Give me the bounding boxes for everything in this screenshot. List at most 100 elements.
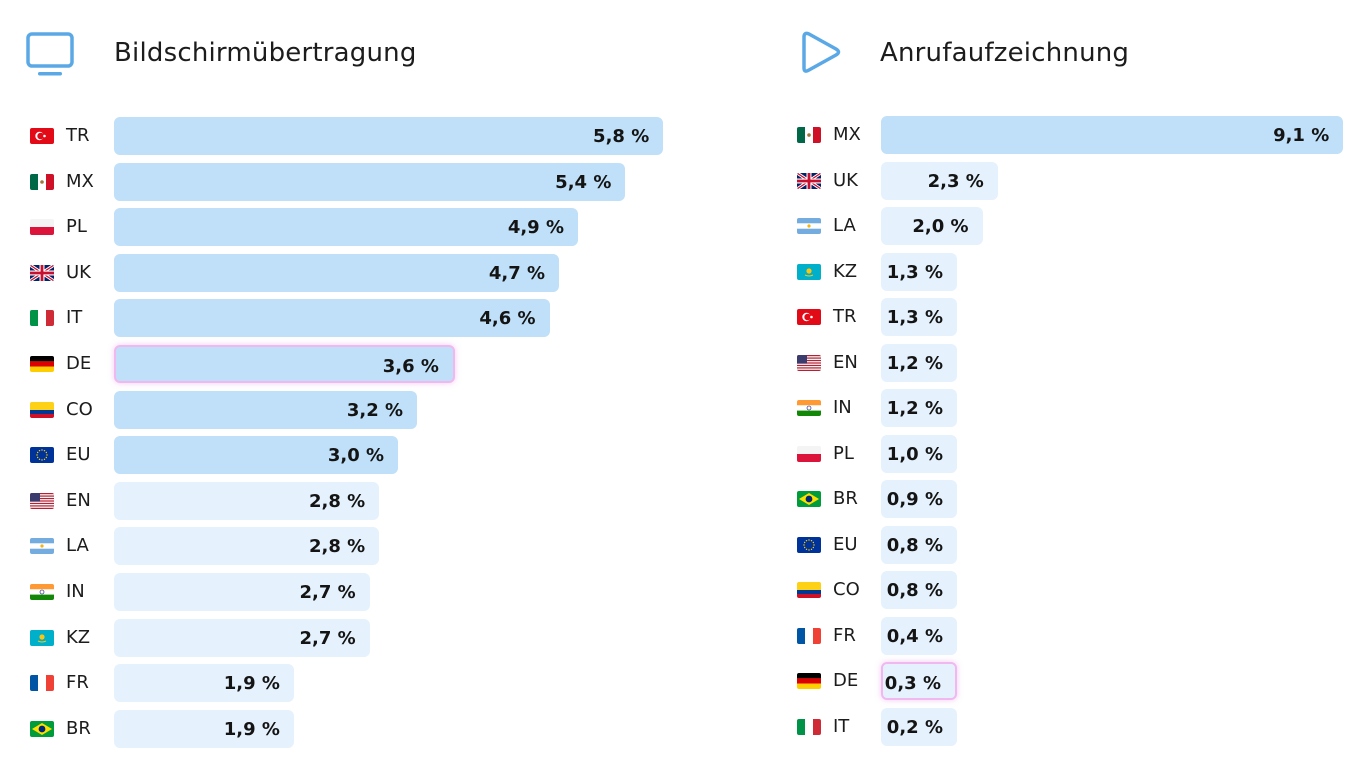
france-flag-icon xyxy=(30,675,54,692)
bar-row-kz: KZ 1,3 % xyxy=(797,252,1360,291)
bar-value-label: 3,0 % xyxy=(327,445,385,467)
bar-row-pl: PL 4,9 % xyxy=(30,208,710,247)
argentina-flag-icon xyxy=(797,218,821,234)
turkey-flag-icon xyxy=(30,128,54,144)
bar: 2,0 % xyxy=(881,207,983,245)
bar-row-eu: EU 0,8 % xyxy=(797,525,1360,564)
bar: 2,3 % xyxy=(881,161,998,200)
bar-row-mx: MX 9,1 % xyxy=(797,116,1360,154)
country-code: BR xyxy=(833,488,858,509)
country-code: UK xyxy=(833,169,858,191)
italy-flag-icon xyxy=(30,310,54,327)
bar-value-label: 3,6 % xyxy=(382,356,439,377)
bar-value-label: 0,4 % xyxy=(886,625,943,647)
bar-row-in: IN 1,2 % xyxy=(797,389,1360,427)
bar-value-label: 5,4 % xyxy=(555,171,612,193)
bar: 2,7 % xyxy=(114,618,370,657)
kazakhstan-flag-icon xyxy=(30,629,54,646)
bar-row-it: IT 0,2 % xyxy=(797,707,1360,746)
bar-row-la: LA 2,8 % xyxy=(30,527,710,566)
country-code: EU xyxy=(833,533,858,555)
bar-value-label: 1,3 % xyxy=(886,261,943,283)
panel-header: Anrufaufzeichnung xyxy=(796,28,1129,78)
colombia-flag-icon xyxy=(797,582,821,598)
bar: 1,2 % xyxy=(881,343,957,382)
bar: 0,4 % xyxy=(881,616,957,655)
bar-value-label: 1,9 % xyxy=(223,673,280,695)
poland-flag-icon xyxy=(30,219,54,236)
germany-flag-icon xyxy=(797,673,821,689)
country-code: DE xyxy=(833,670,859,691)
country-code: EN xyxy=(66,489,91,511)
panel-call-recording: Anrufaufzeichnung MX 9,1 % UK 2,3 % LA 2,0 % K… xyxy=(770,0,1360,769)
mexico-flag-icon xyxy=(30,173,54,190)
bar: 0,8 % xyxy=(881,571,957,609)
play-icon xyxy=(796,28,846,78)
bar-row-pl: PL 1,0 % xyxy=(797,434,1360,473)
country-code: LA xyxy=(66,535,89,557)
bar: 4,6 % xyxy=(114,299,550,338)
eu-flag-icon xyxy=(797,536,821,553)
panel-screen-sharing: Bildschirmübertragung TR 5,8 % MX 5,4 % PL 4,… xyxy=(26,28,664,748)
bar-row-fr: FR 1,9 % xyxy=(30,664,710,703)
brazil-flag-icon xyxy=(797,491,821,507)
bar-row-uk: UK 2,3 % xyxy=(797,161,1360,200)
bar-value-label: 1,0 % xyxy=(886,443,943,465)
country-code: KZ xyxy=(66,626,91,648)
bar-row-kz: KZ 2,7 % xyxy=(30,618,710,657)
germany-flag-icon xyxy=(30,356,54,372)
india-flag-icon xyxy=(797,400,821,416)
country-code: PL xyxy=(66,216,87,238)
bar-value-label: 0,8 % xyxy=(886,534,943,556)
panel-header: Bildschirmübertragung xyxy=(26,28,417,78)
country-code: CO xyxy=(66,398,93,420)
usa-flag-icon xyxy=(797,354,821,371)
brazil-flag-icon xyxy=(30,720,54,737)
bar-row-en: EN 2,8 % xyxy=(30,481,710,520)
country-code: IT xyxy=(833,715,850,737)
bar: 1,3 % xyxy=(881,298,957,336)
bar-row-de: DE 0,3 % xyxy=(797,662,1360,700)
mexico-flag-icon xyxy=(797,127,821,143)
india-flag-icon xyxy=(30,584,54,600)
bar-row-co: CO 3,2 % xyxy=(30,390,710,429)
country-code: CO xyxy=(833,579,860,600)
bar-value-label: 9,1 % xyxy=(1273,125,1330,146)
bar: 0,2 % xyxy=(881,707,957,746)
bar-row-en: EN 1,2 % xyxy=(797,343,1360,382)
country-code: MX xyxy=(833,124,861,145)
bar-value-label: 0,3 % xyxy=(884,673,941,694)
country-code: FR xyxy=(833,624,856,646)
bar: 0,8 % xyxy=(881,525,957,564)
bar: 5,8 % xyxy=(114,117,664,155)
country-code: TR xyxy=(66,125,90,146)
bar: 1,0 % xyxy=(881,434,957,473)
bar: 3,2 % xyxy=(114,390,418,429)
monitor-icon xyxy=(26,28,76,78)
country-code: BR xyxy=(66,717,91,739)
bar-row-br: BR 1,9 % xyxy=(30,709,710,748)
bar: 3,6 % xyxy=(114,345,455,383)
bar: 2,7 % xyxy=(114,573,370,611)
panel-title: Bildschirmübertragung xyxy=(114,38,417,68)
bar: 4,9 % xyxy=(114,208,579,247)
bar-value-label: 4,9 % xyxy=(507,217,565,239)
bar-value-label: 5,8 % xyxy=(593,126,650,147)
country-code: FR xyxy=(66,672,89,694)
colombia-flag-icon xyxy=(30,401,54,418)
bar-row-it: IT 4,6 % xyxy=(30,299,710,338)
bar: 5,4 % xyxy=(114,162,626,201)
country-code: IN xyxy=(66,581,85,602)
eu-flag-icon xyxy=(30,447,54,464)
country-code: TR xyxy=(833,306,857,327)
bar-value-label: 2,8 % xyxy=(308,536,366,558)
italy-flag-icon xyxy=(797,718,821,735)
country-code: IN xyxy=(833,397,852,418)
panel-title: Anrufaufzeichnung xyxy=(880,38,1130,68)
bar-value-label: 4,7 % xyxy=(488,262,546,284)
country-code: IT xyxy=(66,307,83,329)
uk-flag-icon xyxy=(30,264,54,281)
bar: 0,3 % xyxy=(881,662,957,700)
kazakhstan-flag-icon xyxy=(797,263,821,280)
bar: 1,3 % xyxy=(881,252,957,291)
